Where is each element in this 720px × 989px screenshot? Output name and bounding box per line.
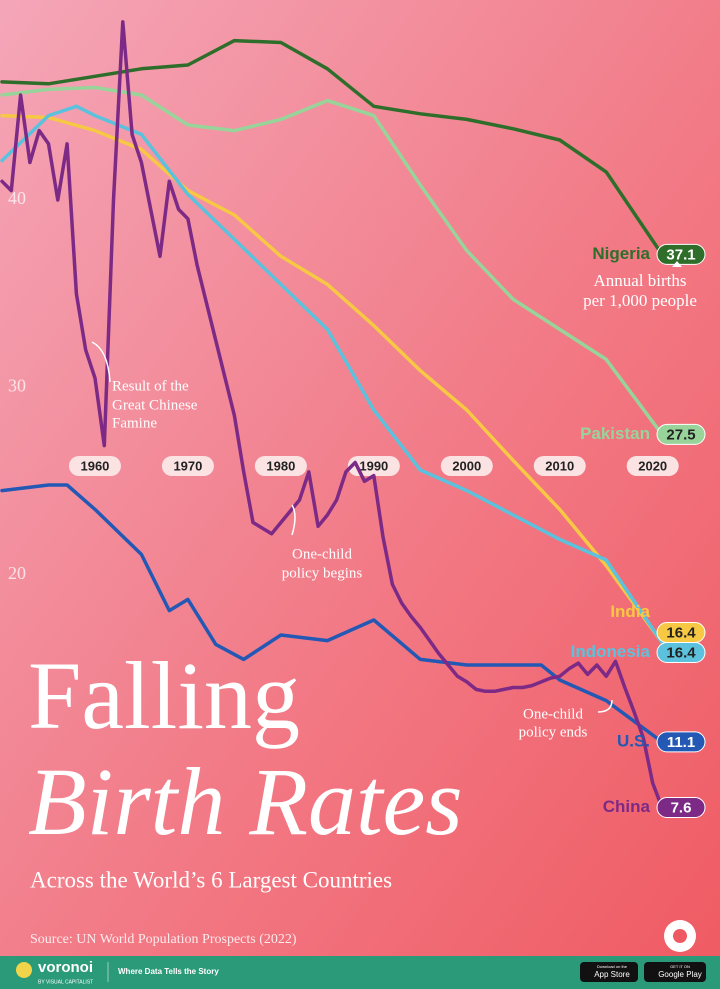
annotation: Result of the	[112, 378, 189, 394]
x-tick-label: 1960	[80, 458, 109, 473]
title: Birth Rates	[28, 748, 463, 855]
tagline: Where Data Tells the Story	[118, 967, 219, 976]
end-value-label: 7.6	[671, 799, 692, 816]
brand-icon	[16, 962, 32, 978]
title: Falling	[28, 642, 300, 749]
legend-label: Pakistan	[580, 424, 650, 443]
legend-label: U.S.	[617, 731, 650, 750]
legend-label: India	[610, 602, 650, 621]
badge-text: App Store	[594, 970, 630, 979]
series-line	[0, 20, 664, 810]
y-tick-label: 20	[8, 563, 26, 583]
x-tick-pill	[68, 456, 121, 476]
end-value-label: 11.1	[667, 734, 695, 751]
end-value-label: 37.1	[666, 246, 695, 263]
legend-label: Nigeria	[592, 244, 650, 263]
x-tick-label: 2020	[638, 458, 667, 473]
annotation: Great Chinese	[112, 397, 198, 413]
google-play-badge[interactable]	[644, 962, 706, 982]
y-tick-label: 30	[8, 376, 26, 396]
end-pill	[656, 243, 706, 265]
legend-label: China	[603, 797, 651, 816]
badge-text: Google Play	[658, 970, 702, 979]
end-pill	[656, 423, 706, 445]
x-tick-pill	[626, 456, 679, 476]
y-tick-label: 40	[8, 188, 26, 208]
arrow	[91, 341, 111, 383]
badge-text: GET IT ON	[670, 964, 690, 969]
unit-note: Annual births	[593, 271, 686, 290]
pointer	[672, 261, 682, 267]
annotation: policy ends	[519, 724, 588, 740]
unit-note: per 1,000 people	[583, 291, 697, 310]
arrow	[291, 504, 296, 536]
series-line	[0, 38, 664, 257]
series-line	[0, 85, 664, 437]
x-tick-pill	[254, 456, 307, 476]
annotations: Annual births per 1,000 people Result of…	[28, 261, 697, 947]
brand-by: BY VISUAL CAPITALIST	[38, 979, 93, 985]
end-value-label: 16.4	[666, 624, 696, 641]
x-tick-label: 1980	[266, 458, 295, 473]
subtitle: Across the World’s 6 Largest Countries	[30, 867, 392, 892]
x-tick-label: 1990	[359, 458, 388, 473]
series-line	[0, 113, 664, 645]
x-tick-label: 2000	[452, 458, 481, 473]
end-pill	[656, 731, 706, 753]
arrow	[597, 699, 613, 713]
end-value-label: 27.5	[666, 426, 695, 443]
annotation: One-child	[523, 706, 583, 722]
x-tick-label: 2010	[545, 458, 574, 473]
end-pill	[656, 642, 706, 663]
brand: voronoi	[38, 959, 93, 976]
series-line	[0, 104, 664, 645]
x-tick-pill	[161, 456, 214, 476]
end-value-label: 16.4	[666, 644, 696, 661]
series-line	[0, 483, 664, 744]
annotation: policy begins	[282, 565, 363, 581]
logo-mark	[673, 929, 687, 943]
source: Source: UN World Population Prospects (2…	[30, 932, 297, 947]
logo	[664, 920, 696, 952]
x-tick-pill	[533, 456, 586, 476]
x-tick-pill	[440, 456, 493, 476]
legend-label: Indonesia	[571, 642, 651, 661]
plot: 20 30 40 1960 1970 1980 1990 2000 2010 2020 37.1 Ni…	[0, 20, 706, 818]
badge-text: Download on the	[597, 964, 628, 969]
annotation: One-child	[292, 546, 352, 562]
footer: voronoi BY VISUAL CAPITALIST Where Data …	[0, 956, 720, 989]
x-tick-label: 1970	[173, 458, 202, 473]
end-pill	[656, 797, 706, 818]
annotation: Famine	[112, 415, 157, 431]
app-store-badge[interactable]	[580, 962, 638, 982]
